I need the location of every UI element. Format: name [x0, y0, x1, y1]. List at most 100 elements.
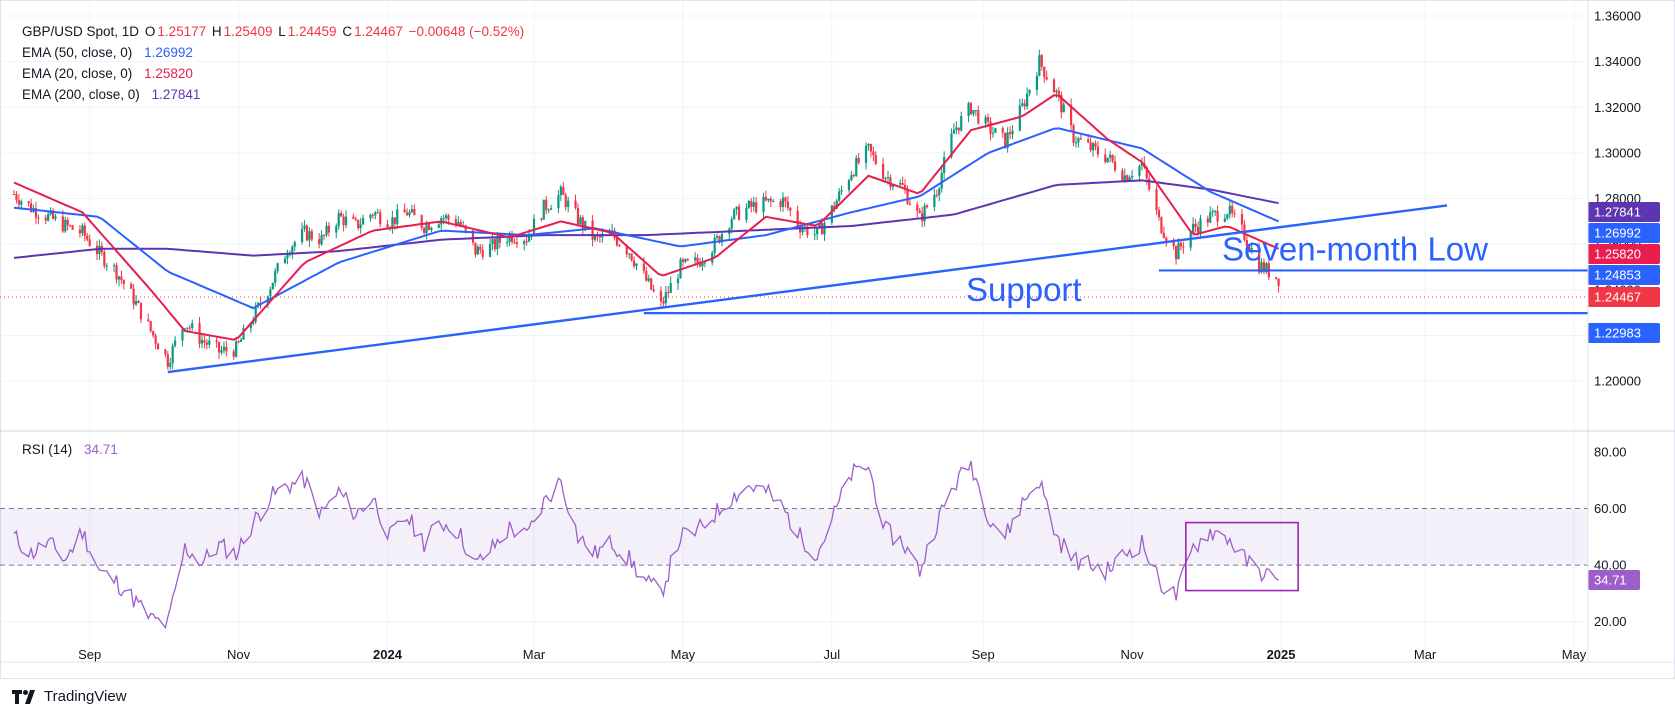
candle-body — [720, 234, 724, 243]
candle-body — [525, 241, 528, 243]
candle-body — [952, 129, 956, 134]
candle-body — [98, 245, 101, 255]
x-tick-label: Jul — [824, 647, 841, 662]
candle-body — [1231, 205, 1234, 214]
candle-body — [1128, 177, 1131, 181]
candle-body — [1052, 79, 1056, 93]
candle-body — [584, 220, 587, 229]
candle-body — [425, 224, 428, 234]
candle-body — [354, 218, 357, 220]
candle-body — [540, 218, 543, 220]
x-tick-label: 2025 — [1267, 647, 1296, 662]
candle-body — [47, 214, 50, 221]
candle-body — [181, 329, 184, 341]
legend-ema50[interactable]: EMA (50, close, 0) 1.26992 — [22, 45, 195, 60]
legend-symbol[interactable]: GBP/USD Spot, 1D — [22, 24, 140, 39]
candle-body — [340, 212, 343, 217]
candle-body — [789, 207, 792, 211]
candle-body — [203, 340, 206, 343]
candle-body — [1074, 142, 1078, 144]
x-tick-label: May — [671, 647, 696, 662]
candle-body — [1214, 210, 1217, 212]
tradingview-logo[interactable]: TradingView — [12, 688, 127, 705]
legend-rsi-label: RSI (14) — [22, 442, 73, 457]
candle-body — [1182, 246, 1185, 248]
x-tick-label: Mar — [523, 647, 546, 662]
candle-body — [1206, 218, 1209, 223]
candle-body — [696, 257, 699, 263]
candle-body — [986, 117, 990, 122]
candle-body — [513, 241, 516, 243]
candle-body — [645, 271, 648, 281]
candle-body — [1104, 154, 1107, 163]
candle-body — [335, 226, 338, 233]
candle-body — [152, 331, 155, 336]
legend-ema20[interactable]: EMA (20, close, 0) 1.25820 — [22, 66, 195, 81]
candle-body — [252, 321, 255, 324]
candle-body — [889, 177, 892, 187]
candle-body — [647, 278, 650, 281]
candle-body — [562, 186, 565, 195]
legend-rsi-value: 34.71 — [84, 442, 118, 457]
candle-body — [359, 224, 362, 229]
price-badge-label: 1.22983 — [1594, 326, 1641, 341]
candle-body — [650, 278, 653, 290]
candle-body — [112, 265, 116, 267]
candle-body — [1162, 232, 1165, 238]
candle-body — [938, 188, 941, 196]
candle-body — [1223, 218, 1226, 222]
candle-body — [667, 292, 670, 294]
candle-body — [1011, 130, 1014, 135]
candle-body — [935, 194, 938, 196]
candle-body — [833, 205, 836, 209]
candle-body — [532, 218, 536, 235]
candle-body — [1094, 143, 1097, 147]
candle-body — [37, 217, 40, 219]
legend-ema200[interactable]: EMA (200, close, 0) 1.27841 — [22, 87, 202, 102]
candle-body — [386, 224, 389, 229]
candle-body — [969, 103, 973, 115]
candle-body — [174, 340, 177, 346]
tradingview-logo-text: TradingView — [44, 688, 127, 705]
legend-ema20-label: EMA (20, close, 0) — [22, 66, 133, 81]
candle-body — [1209, 212, 1212, 223]
candle-body — [442, 218, 445, 220]
candle-body — [957, 127, 960, 131]
candle-body — [857, 157, 860, 163]
candle-body — [1157, 210, 1161, 218]
candle-body — [66, 219, 69, 226]
candle-body — [325, 225, 328, 236]
candle-body — [12, 194, 16, 196]
candle-body — [593, 235, 597, 240]
candle-body — [1023, 103, 1026, 107]
candle-body — [515, 242, 519, 245]
candle-body — [694, 257, 697, 261]
price-badge-label: 1.24467 — [1594, 290, 1641, 305]
legend-change: −0.00648 (−0.52%) — [408, 24, 525, 39]
candle-body — [369, 214, 372, 219]
candle-body — [479, 246, 482, 250]
candle-body — [1240, 213, 1244, 225]
candle-body — [730, 219, 733, 229]
candle-body — [564, 194, 567, 208]
candle-body — [940, 172, 943, 189]
candle-body — [1196, 226, 1200, 233]
candle-body — [498, 236, 501, 243]
candle-body — [1199, 218, 1202, 233]
candle-body — [1140, 162, 1143, 166]
candle-body — [362, 218, 365, 225]
candle-body — [1216, 210, 1219, 222]
candle-body — [750, 200, 753, 207]
candle-body — [1087, 139, 1090, 143]
candle-body — [374, 212, 377, 216]
legend-rsi[interactable]: RSI (14) 34.71 — [22, 442, 120, 457]
candle-body — [1111, 154, 1114, 162]
annotations[interactable]: Seven-month Low Support — [167, 204, 1588, 374]
candle-body — [481, 249, 484, 257]
candle-body — [630, 253, 633, 261]
candle-body — [120, 276, 123, 281]
y-tick-label: 1.20000 — [1594, 374, 1641, 389]
candle-body — [169, 362, 172, 367]
candle-body — [735, 206, 738, 210]
